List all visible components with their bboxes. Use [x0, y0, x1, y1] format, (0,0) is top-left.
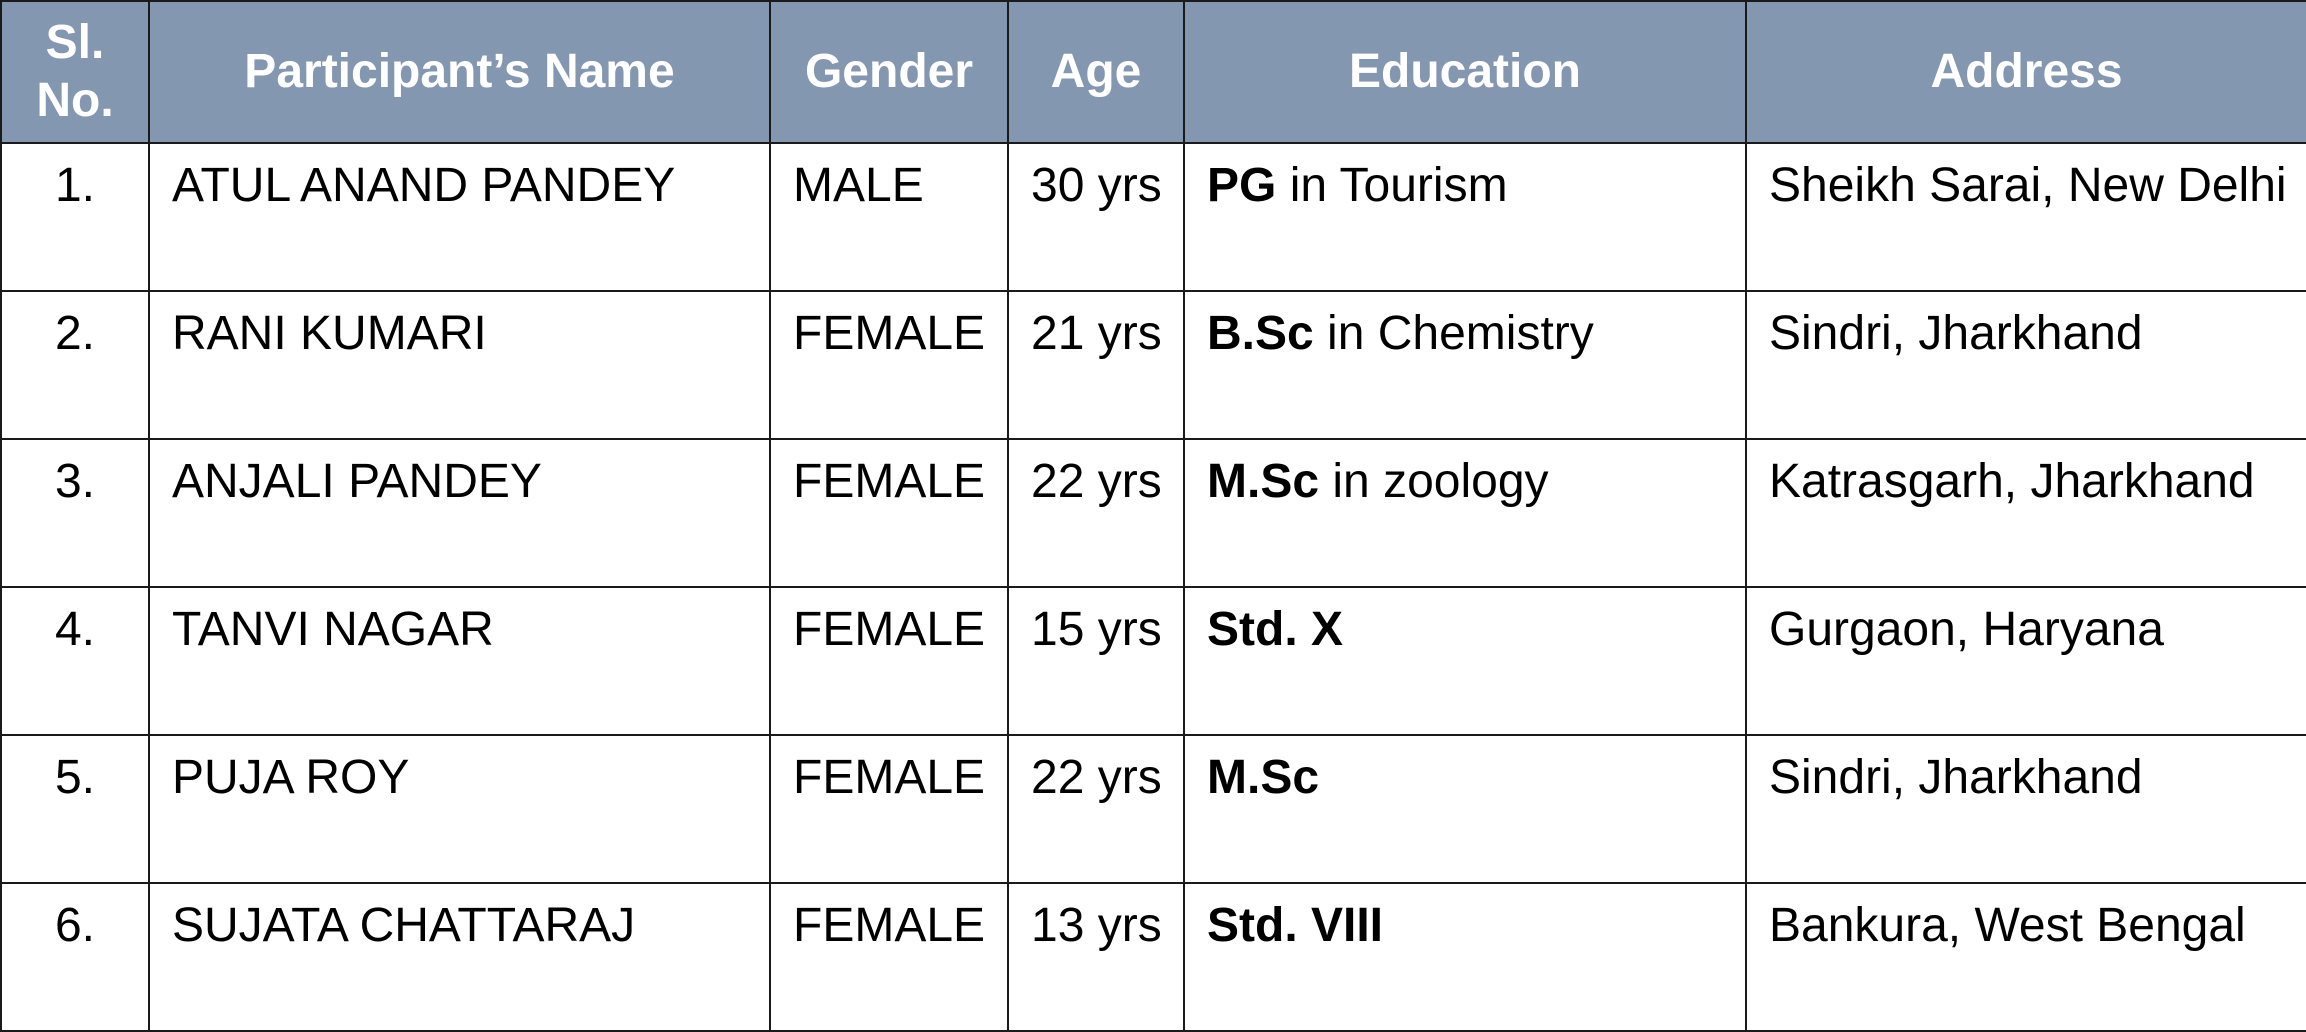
header-participant-name: Participant’s Name — [148, 0, 771, 144]
cell-education: Std. X — [1183, 586, 1747, 736]
cell-address: Gurgaon, Haryana — [1745, 586, 2306, 736]
cell-name: PUJA ROY — [148, 734, 771, 884]
cell-education: PG in Tourism — [1183, 142, 1747, 292]
cell-address: Sindri, Jharkhand — [1745, 290, 2306, 440]
cell-name: SUJATA CHATTARAJ — [148, 882, 771, 1032]
header-address: Address — [1745, 0, 2306, 144]
cell-sl-no: 4. — [0, 586, 150, 736]
cell-education: M.Sc in zoology — [1183, 438, 1747, 588]
cell-age: 30 yrs — [1007, 142, 1185, 292]
education-subject: in Tourism — [1276, 159, 1508, 212]
education-level: Std. VIII — [1207, 899, 1384, 952]
cell-age: 13 yrs — [1007, 882, 1185, 1032]
cell-gender: FEMALE — [769, 438, 1009, 588]
education-level: M.Sc — [1207, 751, 1320, 804]
cell-education: B.Sc in Chemistry — [1183, 290, 1747, 440]
cell-gender: FEMALE — [769, 586, 1009, 736]
education-level: B.Sc — [1207, 307, 1314, 360]
cell-sl-no: 5. — [0, 734, 150, 884]
table-row: 6. SUJATA CHATTARAJ FEMALE 13 yrs Std. V… — [0, 882, 2306, 1032]
cell-name: RANI KUMARI — [148, 290, 771, 440]
cell-name: ATUL ANAND PANDEY — [148, 142, 771, 292]
education-subject: in Chemistry — [1313, 307, 1594, 360]
table-row: 2. RANI KUMARI FEMALE 21 yrs B.Sc in Che… — [0, 290, 2306, 440]
cell-name: TANVI NAGAR — [148, 586, 771, 736]
table-row: 4. TANVI NAGAR FEMALE 15 yrs Std. X Gurg… — [0, 586, 2306, 736]
cell-age: 21 yrs — [1007, 290, 1185, 440]
header-gender: Gender — [769, 0, 1009, 144]
cell-education: Std. VIII — [1183, 882, 1747, 1032]
cell-gender: MALE — [769, 142, 1009, 292]
cell-address: Katrasgarh, Jharkhand — [1745, 438, 2306, 588]
cell-address: Sindri, Jharkhand — [1745, 734, 2306, 884]
cell-sl-no: 1. — [0, 142, 150, 292]
cell-sl-no: 3. — [0, 438, 150, 588]
education-level: Std. X — [1207, 603, 1344, 656]
cell-gender: FEMALE — [769, 734, 1009, 884]
header-sl-no: Sl. No. — [0, 0, 150, 144]
education-level: M.Sc — [1207, 455, 1320, 508]
cell-sl-no: 6. — [0, 882, 150, 1032]
cell-gender: FEMALE — [769, 290, 1009, 440]
table-row: 3. ANJALI PANDEY FEMALE 22 yrs M.Sc in z… — [0, 438, 2306, 588]
cell-name: ANJALI PANDEY — [148, 438, 771, 588]
header-education: Education — [1183, 0, 1747, 144]
table-row: 1. ATUL ANAND PANDEY MALE 30 yrs PG in T… — [0, 142, 2306, 292]
table-row: 5. PUJA ROY FEMALE 22 yrs M.Sc Sindri, J… — [0, 734, 2306, 884]
education-level: PG — [1207, 159, 1277, 212]
cell-address: Sheikh Sarai, New Delhi — [1745, 142, 2306, 292]
table-header-row: Sl. No. Participant’s Name Gender Age Ed… — [0, 0, 2306, 144]
cell-education: M.Sc — [1183, 734, 1747, 884]
cell-age: 22 yrs — [1007, 734, 1185, 884]
cell-age: 22 yrs — [1007, 438, 1185, 588]
cell-gender: FEMALE — [769, 882, 1009, 1032]
cell-age: 15 yrs — [1007, 586, 1185, 736]
header-age: Age — [1007, 0, 1185, 144]
cell-sl-no: 2. — [0, 290, 150, 440]
education-subject: in zoology — [1319, 455, 1549, 508]
cell-address: Bankura, West Bengal — [1745, 882, 2306, 1032]
